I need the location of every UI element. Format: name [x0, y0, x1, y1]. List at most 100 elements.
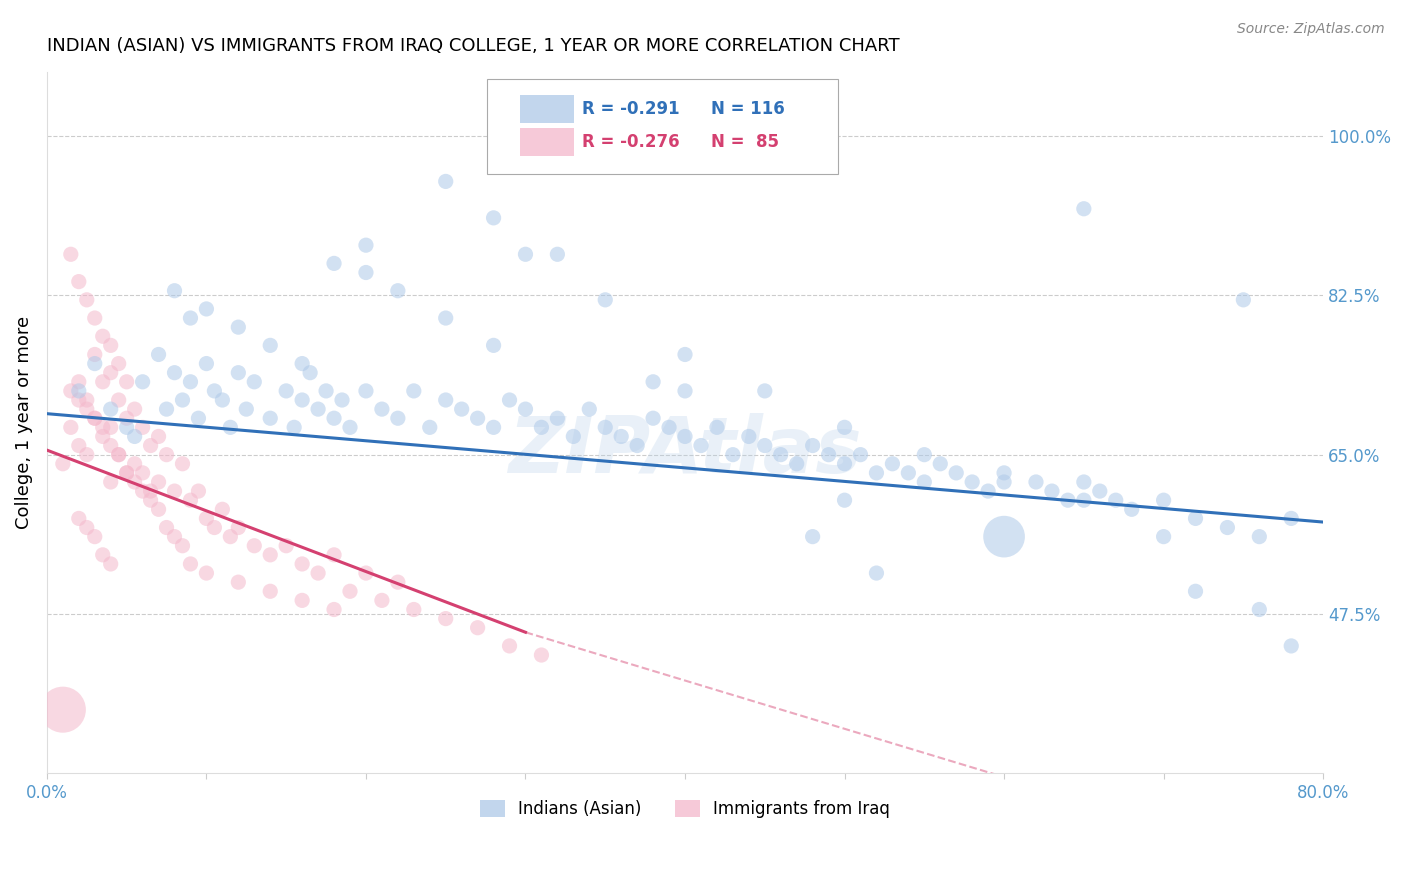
Point: [163, 484, 186, 499]
Point: [100, 438, 122, 452]
Point: [929, 457, 952, 471]
Point: [387, 284, 409, 298]
Point: [131, 420, 153, 434]
Point: [1216, 520, 1239, 534]
Point: [993, 530, 1015, 544]
Point: [139, 438, 162, 452]
Point: [179, 311, 201, 326]
Point: [610, 429, 633, 443]
Point: [67, 275, 90, 289]
Point: [259, 548, 281, 562]
Point: [139, 484, 162, 499]
Point: [754, 438, 776, 452]
Point: [882, 457, 904, 471]
Point: [1153, 530, 1175, 544]
Point: [83, 411, 105, 425]
Point: [259, 411, 281, 425]
Point: [211, 502, 233, 516]
Point: [67, 392, 90, 407]
Point: [187, 411, 209, 425]
Point: [387, 411, 409, 425]
Point: [100, 475, 122, 489]
Point: [172, 539, 194, 553]
Point: [195, 357, 218, 371]
Point: [1249, 602, 1271, 616]
Point: [434, 611, 457, 625]
Point: [315, 384, 337, 398]
Point: [307, 566, 329, 580]
Point: [124, 475, 146, 489]
Point: [228, 520, 250, 534]
Point: [219, 530, 242, 544]
Point: [100, 402, 122, 417]
Point: [115, 420, 138, 434]
Point: [195, 301, 218, 316]
Point: [1073, 493, 1095, 508]
Point: [76, 392, 98, 407]
Point: [228, 366, 250, 380]
Point: [139, 493, 162, 508]
Point: [1105, 493, 1128, 508]
Point: [530, 648, 553, 662]
Point: [323, 411, 346, 425]
Point: [754, 384, 776, 398]
Point: [155, 520, 177, 534]
Point: [155, 402, 177, 417]
Point: [202, 520, 225, 534]
Point: [354, 566, 377, 580]
Point: [211, 392, 233, 407]
Point: [993, 466, 1015, 480]
Point: [100, 557, 122, 571]
Point: [323, 256, 346, 270]
Point: [643, 411, 665, 425]
Point: [76, 520, 98, 534]
Point: [148, 475, 170, 489]
Point: [323, 548, 346, 562]
Point: [259, 338, 281, 352]
Point: [721, 448, 744, 462]
Point: [124, 457, 146, 471]
Point: [307, 402, 329, 417]
Point: [562, 429, 585, 443]
Point: [1153, 493, 1175, 508]
Point: [195, 511, 218, 525]
Point: [100, 420, 122, 434]
Point: [546, 247, 568, 261]
Text: Source: ZipAtlas.com: Source: ZipAtlas.com: [1237, 22, 1385, 37]
Legend: Indians (Asian), Immigrants from Iraq: Indians (Asian), Immigrants from Iraq: [474, 793, 897, 825]
Point: [371, 402, 394, 417]
Point: [330, 392, 353, 407]
Point: [1121, 502, 1143, 516]
Point: [912, 448, 935, 462]
Point: [131, 484, 153, 499]
Point: [52, 457, 75, 471]
FancyBboxPatch shape: [488, 79, 838, 174]
Text: N = 116: N = 116: [710, 100, 785, 119]
Point: [706, 420, 728, 434]
Point: [67, 438, 90, 452]
Text: R = -0.276: R = -0.276: [582, 133, 679, 151]
Text: R = -0.291: R = -0.291: [582, 100, 679, 119]
Point: [865, 466, 887, 480]
Point: [291, 557, 314, 571]
Point: [115, 466, 138, 480]
Point: [960, 475, 983, 489]
Point: [67, 384, 90, 398]
Point: [834, 420, 856, 434]
Point: [578, 402, 600, 417]
Point: [786, 457, 808, 471]
Point: [402, 602, 425, 616]
Point: [977, 484, 1000, 499]
Point: [834, 457, 856, 471]
Point: [115, 411, 138, 425]
Point: [187, 484, 209, 499]
Point: [115, 375, 138, 389]
Point: [83, 411, 105, 425]
Point: [865, 566, 887, 580]
Point: [467, 411, 489, 425]
Point: [498, 639, 520, 653]
Point: [179, 493, 201, 508]
Point: [195, 566, 218, 580]
Point: [1025, 475, 1047, 489]
Point: [769, 448, 792, 462]
